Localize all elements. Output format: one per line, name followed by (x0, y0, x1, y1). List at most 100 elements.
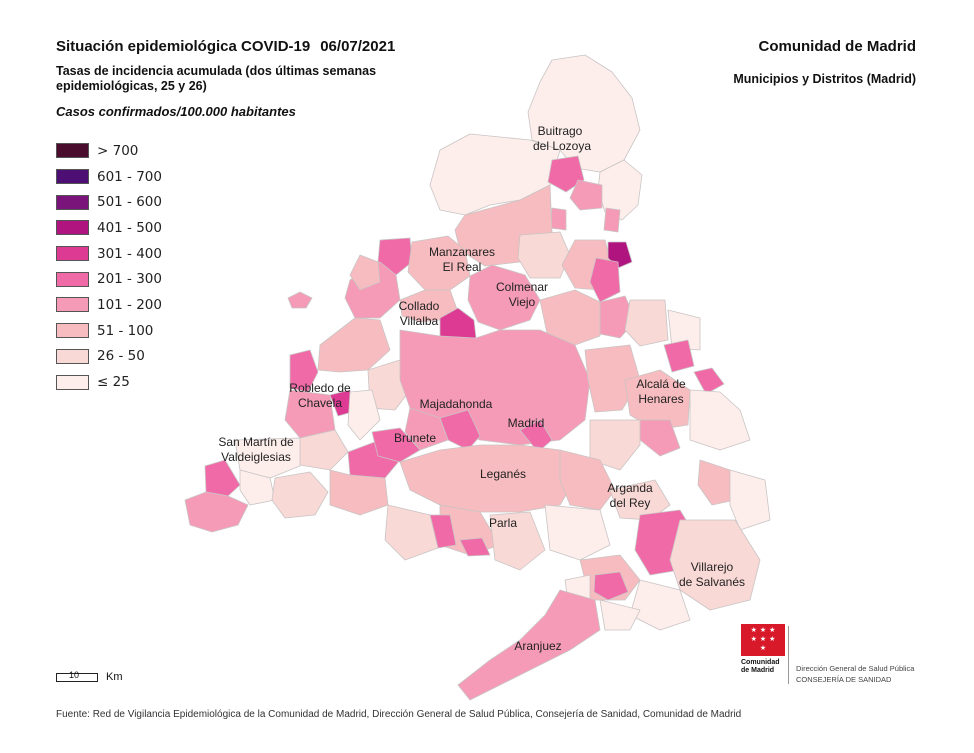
logo-text: Comunidad de Madrid (741, 659, 791, 675)
map-region (404, 407, 449, 451)
source-note: Fuente: Red de Vigilancia Epidemiológica… (56, 709, 742, 720)
map-region (317, 317, 391, 373)
map-region (459, 537, 491, 557)
place-label: Alcalá de (636, 377, 686, 391)
department-line: CONSEJERÍA DE SANIDAD (796, 675, 892, 684)
place-label: Henares (638, 392, 683, 406)
map-region (549, 207, 567, 231)
legend-swatch (56, 220, 89, 236)
legend-swatch (56, 246, 89, 262)
place-label: del Rey (610, 496, 651, 510)
legend-label: 501 - 600 (97, 194, 162, 211)
place-label: Buitrago (538, 124, 583, 138)
map-region (349, 254, 381, 291)
place-label: El Real (443, 260, 482, 274)
legend-swatch (56, 143, 89, 159)
legend-item: 201 - 300 (56, 266, 162, 292)
legend-label: 401 - 500 (97, 219, 162, 236)
legend: > 700 601 - 700 501 - 600 401 - 500 301 … (56, 138, 162, 395)
map-region (234, 437, 301, 479)
map-region (289, 349, 319, 393)
legend-swatch (56, 348, 89, 364)
place-label: Madrid (508, 416, 545, 430)
map-region (347, 389, 381, 441)
place-label: Manzanares (429, 245, 495, 259)
legend-label: 51 - 100 (97, 322, 154, 339)
legend-item: 101 - 200 (56, 292, 162, 318)
map-region (669, 519, 761, 611)
map-region (184, 491, 249, 533)
logo-text-line: de Madrid (741, 667, 775, 674)
legend-item: 401 - 500 (56, 215, 162, 241)
map-region (271, 471, 329, 519)
map-region (589, 419, 641, 471)
map-region (407, 235, 471, 291)
legend-item: 26 - 50 (56, 344, 162, 370)
map-region (693, 367, 725, 395)
legend-swatch (56, 297, 89, 313)
scale-number: 10 (69, 669, 80, 680)
place-label: Leganés (480, 467, 526, 481)
department-line: Dirección General de Salud Pública (796, 664, 915, 673)
map-region (624, 299, 669, 347)
place-label: del Lozoya (533, 139, 591, 153)
comunidad-madrid-logo: ★ ★ ★ ★ ★ ★ ★ Comunidad de Madrid (741, 624, 791, 675)
flag-icon: ★ ★ ★ ★ ★ ★ ★ (741, 624, 785, 656)
legend-label: ≤ 25 (97, 374, 130, 391)
legend-swatch (56, 271, 89, 287)
legend-swatch (56, 194, 89, 210)
legend-label: 301 - 400 (97, 245, 162, 262)
legend-swatch (56, 374, 89, 390)
legend-swatch (56, 323, 89, 339)
legend-item: 301 - 400 (56, 241, 162, 267)
map-region (697, 459, 736, 506)
place-label: de Salvanés (679, 575, 745, 589)
place-label: Arganda (607, 481, 653, 495)
map-region (667, 309, 701, 351)
map-region (544, 504, 611, 561)
map-region (457, 589, 601, 701)
place-label: Chavela (298, 396, 342, 410)
units-label: Casos confirmados/100.000 habitantes (56, 104, 296, 119)
legend-label: > 700 (97, 142, 139, 159)
place-label: San Martín de (218, 435, 294, 449)
map-region (377, 237, 413, 276)
map-region (589, 257, 621, 303)
legend-item: ≤ 25 (56, 369, 162, 395)
map-region (371, 427, 421, 463)
legend-label: 26 - 50 (97, 348, 145, 365)
map-region (603, 207, 621, 233)
title-date: 06/07/2021 (320, 38, 396, 55)
place-label: Viejo (509, 295, 536, 309)
legend-label: 601 - 700 (97, 168, 162, 185)
place-label: Majadahonda (420, 397, 493, 411)
place-label: Colmenar (496, 280, 548, 294)
place-label: Parla (489, 516, 517, 530)
map-region (599, 599, 641, 631)
scale-bar-box: 10 (56, 669, 98, 682)
place-label: Villarejo (691, 560, 734, 574)
map-region (299, 429, 349, 471)
legend-item: > 700 (56, 138, 162, 164)
legend-item: 501 - 600 (56, 189, 162, 215)
map-region (663, 339, 695, 373)
map-region (467, 264, 541, 331)
map-region (287, 291, 313, 309)
place-label: Collado (399, 299, 440, 313)
map-region (489, 511, 546, 571)
legend-label: 101 - 200 (97, 296, 162, 313)
map-region (384, 504, 439, 561)
map-subtitle: Tasas de incidencia acumulada (dos últim… (56, 64, 377, 93)
legend-swatch (56, 169, 89, 185)
place-label: Robledo de (289, 381, 351, 395)
map-region (204, 459, 241, 497)
scale-bar: 10 Km (56, 669, 123, 683)
department-label: Dirección General de Salud Pública CONSE… (796, 663, 914, 685)
map-region (569, 179, 603, 211)
legend-item: 601 - 700 (56, 164, 162, 190)
legend-label: 201 - 300 (97, 271, 162, 288)
logo-text-line: Comunidad (741, 659, 780, 666)
place-label: Villalba (400, 314, 439, 328)
place-label: Valdeiglesias (221, 450, 291, 464)
